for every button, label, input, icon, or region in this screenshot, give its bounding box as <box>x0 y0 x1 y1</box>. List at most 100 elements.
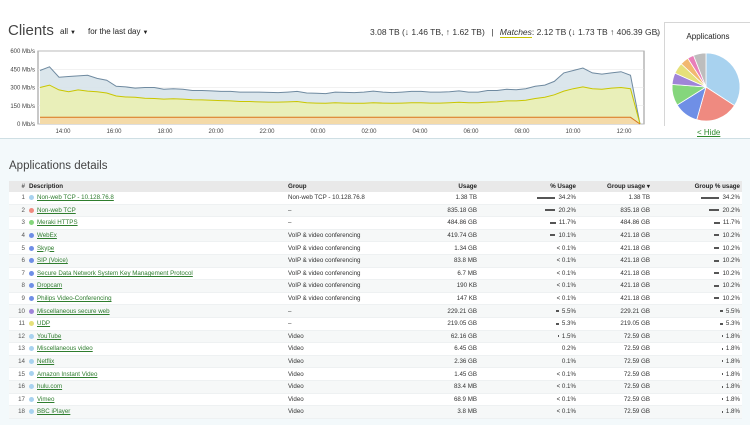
x-tick-label: 06:00 <box>463 129 479 135</box>
app-link[interactable]: Non-web TCP - 10.128.76.8 <box>37 194 114 202</box>
row-pct-usage: 5.5% <box>479 304 578 318</box>
group-pct-value: 10.2% <box>722 295 740 303</box>
col-group[interactable]: Group <box>286 181 415 192</box>
table-row: 10 Miscellaneous secure web –229.21 GB 5.5%… <box>9 304 742 318</box>
app-link[interactable]: Skype <box>37 244 55 252</box>
row-description: Amazon Instant Video <box>27 367 286 381</box>
time-range-dropdown[interactable]: for the last day ▼ <box>88 27 148 36</box>
hide-link[interactable]: < Hide <box>697 128 721 137</box>
row-usage: 1.38 TB <box>415 192 479 205</box>
app-link[interactable]: SIP (Voice) <box>37 257 68 265</box>
app-link[interactable]: BBC iPlayer <box>37 408 71 416</box>
col-number[interactable]: # <box>9 181 27 192</box>
app-link[interactable]: WebEx <box>37 232 57 240</box>
row-group-usage: 835.18 GB <box>578 204 652 218</box>
pie-slice[interactable] <box>692 52 707 88</box>
app-link[interactable]: Amazon Instant Video <box>37 370 98 378</box>
app-link[interactable]: Non-web TCP <box>37 206 76 214</box>
col-usage[interactable]: Usage <box>415 181 479 192</box>
group-usage-bar <box>721 360 723 363</box>
color-dot-icon <box>29 245 34 251</box>
group-pct-value: 10.2% <box>722 244 740 252</box>
y-tick-label: 450 Mb/s <box>10 67 35 73</box>
matches-label: Matches <box>499 27 532 38</box>
group-usage-bar <box>714 272 720 275</box>
table-row: 8 Dropcam VoIP & video conferencing 190 KB <… <box>9 279 742 293</box>
row-description: Vimeo <box>27 393 286 407</box>
color-dot-icon <box>29 384 34 390</box>
group-pct-value: 1.8% <box>725 383 740 391</box>
row-description: YouTube <box>27 330 286 344</box>
row-group: VoIP & video conferencing <box>286 279 415 293</box>
pie-slice[interactable] <box>696 86 736 122</box>
applications-tab[interactable]: Applications <box>664 22 750 126</box>
group-pct-value: 1.8% <box>725 395 740 403</box>
row-usage: 6.45 GB <box>415 342 479 356</box>
group-pct-value: 1.8% <box>725 345 740 353</box>
row-pct-usage: 11.7% <box>479 216 578 230</box>
filter-all-dropdown[interactable]: all ▼ <box>60 27 76 36</box>
x-tick-label: 20:00 <box>208 129 224 135</box>
applications-pie-chart[interactable] <box>666 47 746 127</box>
row-number: 7 <box>9 267 27 281</box>
row-group-pct: 5.5% <box>652 304 742 318</box>
app-link[interactable]: Philips Video-Conferencing <box>37 295 112 303</box>
row-group-pct: 1.8% <box>652 380 742 394</box>
pct-usage-value: < 0.1% <box>556 295 576 303</box>
row-pct-usage: < 0.1% <box>479 279 578 293</box>
group-usage-bar <box>721 347 723 350</box>
group-usage-bar <box>720 322 723 325</box>
row-group-pct: 1.8% <box>652 355 742 369</box>
app-link[interactable]: Netflix <box>37 358 55 366</box>
row-number: 10 <box>9 304 27 318</box>
x-tick-label: 22:00 <box>259 129 275 135</box>
table-row: 3 Meraki HTTPS –484.86 GB 11.7% 484.86 GB 11.… <box>9 216 742 230</box>
row-description: hulu.com <box>27 380 286 394</box>
app-link[interactable]: Meraki HTTPS <box>37 219 78 227</box>
applications-tab-label: Applications <box>686 32 730 41</box>
pct-usage-value: 11.7% <box>558 219 576 227</box>
app-link[interactable]: UDP <box>37 320 51 328</box>
row-usage: 3.8 MB <box>415 405 479 419</box>
app-link[interactable]: Vimeo <box>37 395 55 403</box>
group-usage-bar <box>720 310 723 312</box>
table-row: 6 SIP (Voice) VoIP & video conferencing 83.… <box>9 254 742 268</box>
row-usage: 83.4 MB <box>415 380 479 394</box>
row-group-usage: 421.18 GB <box>578 267 652 281</box>
totals-text: 3.08 TB (↓ 1.46 TB, ↑ 1.62 TB) <box>370 27 485 37</box>
col-description[interactable]: Description <box>27 181 286 192</box>
row-group: Video <box>286 393 415 407</box>
row-description: Philips Video-Conferencing <box>27 292 286 306</box>
app-link[interactable]: Secure Data Network System Key Managemen… <box>37 269 193 277</box>
series-total-area-line <box>39 66 641 125</box>
app-link[interactable]: hulu.com <box>37 383 63 391</box>
pct-usage-value: 5.3% <box>561 320 576 328</box>
y-tick-label: 300 Mb/s <box>10 86 35 92</box>
row-pct-usage: 0.2% <box>479 342 578 356</box>
app-link[interactable]: YouTube <box>37 332 62 340</box>
row-group-pct: 10.2% <box>652 229 742 243</box>
pct-usage-value: < 0.1% <box>556 269 576 277</box>
col-pct-usage[interactable]: % Usage <box>479 181 578 192</box>
color-dot-icon <box>29 232 34 238</box>
table-row: 15 Amazon Instant Video Video 1.45 GB < 0.1%… <box>9 367 742 381</box>
app-link[interactable]: Dropcam <box>37 282 63 290</box>
caret-down-icon: ▼ <box>70 30 76 36</box>
y-tick-label: 150 Mb/s <box>10 104 35 110</box>
row-group: Video <box>286 367 415 381</box>
app-link[interactable]: Miscellaneous video <box>37 345 93 353</box>
app-link[interactable]: Miscellaneous secure web <box>37 307 110 315</box>
group-pct-value: 1.8% <box>725 370 740 378</box>
row-number: 1 <box>9 192 27 205</box>
color-dot-icon <box>29 270 34 276</box>
x-tick-label: 12:00 <box>616 129 632 135</box>
row-description: Non-web TCP <box>27 204 286 218</box>
usage-bar <box>544 209 556 212</box>
group-pct-value: 34.2% <box>722 194 740 202</box>
col-group-pct[interactable]: Group % usage <box>652 181 742 192</box>
group-pct-value: 10.2% <box>722 232 740 240</box>
x-tick-label: 04:00 <box>412 129 428 135</box>
chevron-left-icon[interactable]: ‹ <box>656 29 659 39</box>
col-group-usage[interactable]: Group usage ▾ <box>578 181 652 192</box>
row-number: 11 <box>9 317 27 331</box>
